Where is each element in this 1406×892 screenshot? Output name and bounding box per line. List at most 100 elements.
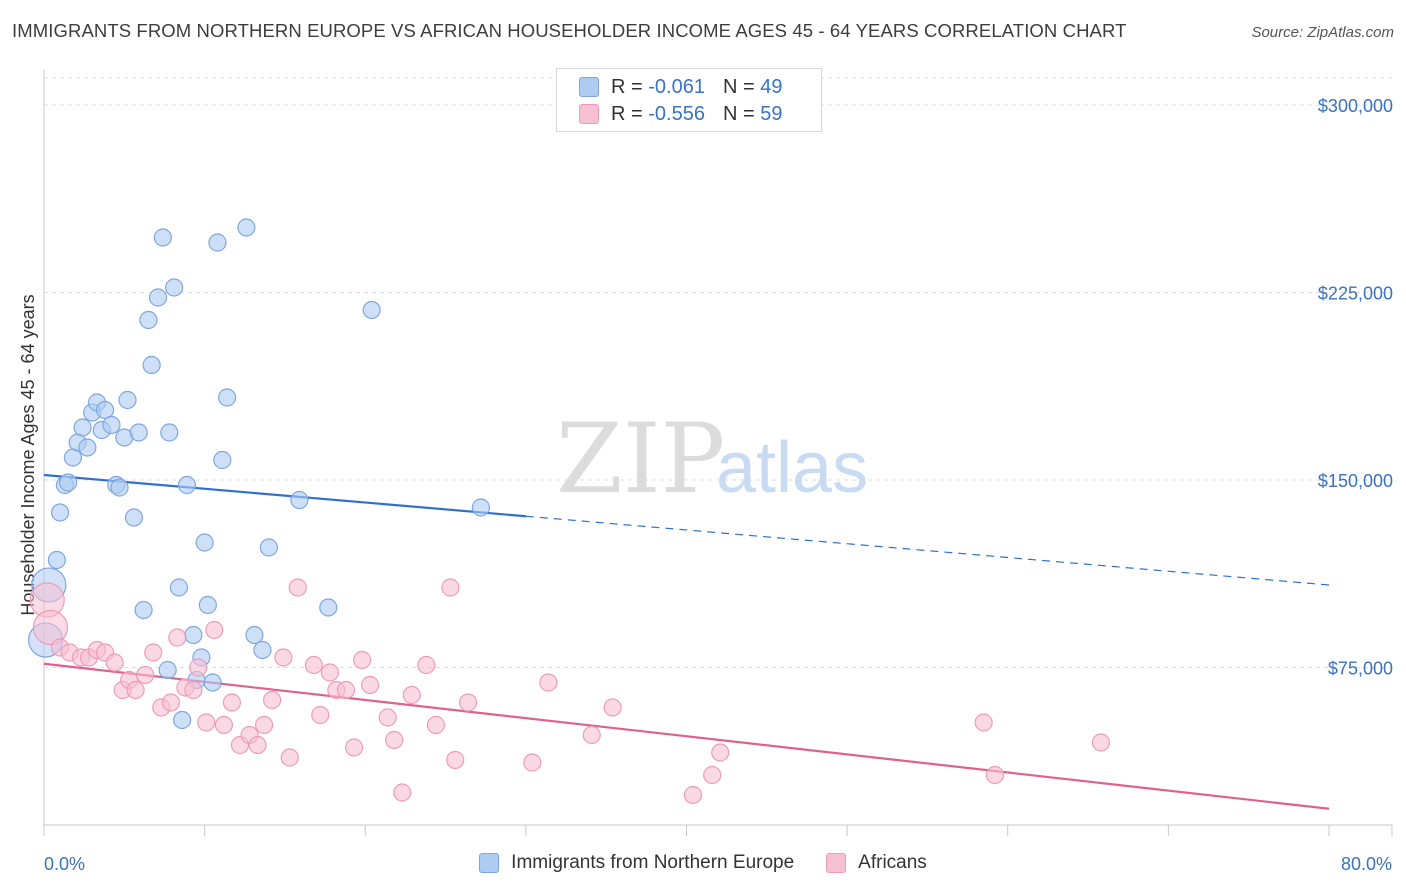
point-african: [360, 675, 380, 695]
point-northern-europe: [124, 508, 144, 527]
point-african: [184, 680, 203, 700]
point-northern-europe: [208, 233, 227, 252]
point-northern-europe: [158, 660, 177, 680]
point-african: [683, 785, 703, 805]
x-tick-label-max: 80.0%: [1341, 854, 1392, 874]
point-northern-europe: [63, 448, 83, 467]
point-northern-europe: [165, 278, 184, 297]
chart-title: IMMIGRANTS FROM NORTHERN EUROPE VS AFRIC…: [12, 20, 1127, 41]
point-african: [1091, 733, 1111, 752]
point-african: [105, 653, 124, 672]
point-northern-europe: [259, 538, 278, 557]
point-african: [985, 765, 1005, 785]
point-african: [280, 748, 299, 767]
legend-r-value: -0.061: [648, 75, 705, 98]
point-african: [344, 738, 364, 757]
legend-r-label: R =: [611, 75, 643, 98]
point-northern-europe: [148, 288, 168, 307]
x-tick-label-min: 0.0%: [44, 854, 85, 874]
point-african: [539, 673, 558, 692]
point-northern-europe: [142, 355, 161, 375]
point-african: [352, 650, 372, 670]
point-african: [446, 750, 465, 770]
data-points: [28, 218, 1111, 805]
point-northern-europe: [362, 300, 381, 320]
point-northern-europe: [102, 415, 121, 435]
point-northern-europe: [237, 218, 256, 237]
point-northern-europe: [471, 498, 490, 517]
point-african: [417, 655, 436, 675]
point-northern-europe: [177, 475, 197, 495]
point-african: [311, 705, 330, 725]
point-northern-europe: [78, 438, 97, 457]
point-african: [603, 698, 622, 717]
point-northern-europe: [213, 450, 232, 470]
point-northern-europe: [47, 550, 66, 570]
point-northern-europe: [50, 503, 70, 522]
point-northern-europe: [173, 710, 192, 730]
point-northern-europe: [198, 595, 217, 615]
legend-n-label: N =: [722, 75, 755, 98]
point-african: [205, 620, 224, 640]
legend-swatch-blue: [479, 853, 500, 873]
point-african: [262, 690, 282, 710]
trend-lines: [43, 473, 1330, 810]
point-northern-europe: [58, 473, 78, 492]
trend-line-northern-europe-extension: [525, 515, 1330, 586]
legend-swatch-pink: [826, 853, 847, 873]
point-african: [214, 715, 233, 735]
legend-item-northern-europe[interactable]: Immigrants from Northern Europe: [479, 852, 794, 874]
point-african: [336, 680, 356, 700]
point-northern-europe: [118, 390, 137, 410]
point-african: [582, 725, 601, 745]
point-african: [168, 628, 187, 647]
point-northern-europe: [169, 578, 189, 597]
legend-item-africans[interactable]: Africans: [826, 852, 927, 874]
stats-legend: R = -0.061 N = 49 R = -0.556 N = 59: [556, 68, 822, 132]
point-african: [703, 765, 722, 785]
legend-n-value: 49: [760, 75, 783, 98]
y-tick-label: $300,000: [1318, 96, 1393, 116]
point-african: [136, 665, 155, 685]
watermark-zip: ZIP: [556, 403, 725, 515]
point-northern-europe: [160, 423, 179, 442]
point-african: [426, 715, 446, 735]
point-african: [197, 713, 216, 732]
point-northern-europe: [245, 625, 264, 645]
point-northern-europe: [253, 640, 272, 660]
point-african: [385, 730, 404, 750]
trend-line-africans: [43, 662, 1330, 810]
legend-r-value: -0.556: [648, 102, 705, 125]
legend-n-label: N =: [722, 102, 755, 125]
legend-swatch-blue: [579, 77, 599, 97]
legend-r-label: R =: [611, 102, 643, 125]
point-northern-europe: [73, 418, 92, 437]
point-african: [222, 693, 242, 712]
y-tick-label: $225,000: [1318, 284, 1393, 304]
point-african: [144, 643, 163, 662]
point-african: [248, 735, 267, 755]
legend-row-africans: R = -0.556 N = 59: [579, 102, 782, 126]
point-northern-europe: [139, 310, 158, 330]
point-northern-europe: [153, 228, 172, 247]
point-northern-europe: [203, 673, 222, 692]
legend-label: Immigrants from Northern Europe: [511, 852, 795, 873]
point-northern-europe: [110, 478, 129, 497]
point-african: [254, 715, 274, 735]
point-african: [711, 743, 730, 762]
legend-row-northern-europe: R = -0.061 N = 49: [579, 75, 782, 99]
source-label: Source: ZipAtlas.com: [1251, 24, 1394, 41]
point-northern-europe: [129, 423, 148, 442]
y-axis-label: Householder Income Ages 45 - 64 years: [18, 294, 38, 615]
point-african: [402, 685, 421, 705]
point-african: [974, 713, 993, 732]
point-african: [441, 578, 460, 597]
point-african: [161, 693, 180, 712]
point-northern-europe: [195, 533, 214, 552]
legend-n-value: 59: [760, 102, 783, 125]
point-african: [274, 648, 293, 667]
watermark-atlas: atlas: [716, 428, 868, 508]
point-african: [32, 609, 69, 646]
series-legend: Immigrants from Northern Europe Africans: [0, 852, 1406, 874]
point-northern-europe: [95, 400, 115, 420]
